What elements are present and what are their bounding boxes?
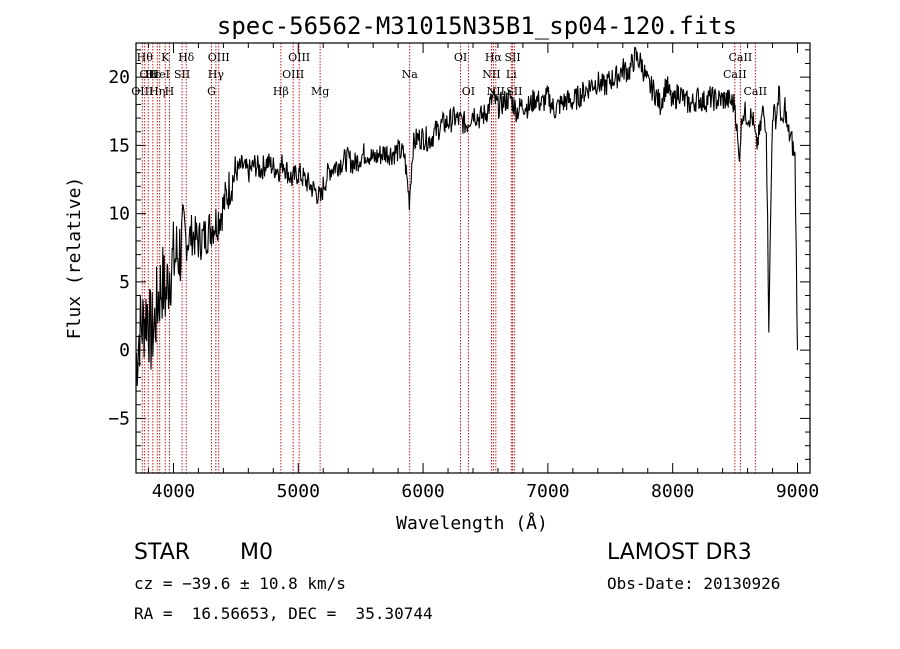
spectral-line-label: H bbox=[165, 85, 175, 98]
y-tick-label: 5 bbox=[119, 272, 130, 293]
x-tick-label: 9000 bbox=[776, 481, 819, 502]
spectral-line-label: K bbox=[161, 51, 170, 64]
spectral-line-label: OI bbox=[454, 51, 467, 64]
spectral-line-label: Hθ bbox=[137, 51, 154, 64]
x-tick-label: 5000 bbox=[277, 481, 320, 502]
spectral-line-label: CaII bbox=[723, 68, 747, 81]
y-tick-label: 0 bbox=[119, 340, 130, 361]
axes: 4000 5000 6000 7000 8000 9000 −5 0 5 10 15 20 bbox=[108, 43, 819, 502]
spectral-line-label: Hη bbox=[149, 85, 165, 98]
spectral-line-label: SII bbox=[504, 51, 520, 64]
spectral-line-label: OIII bbox=[288, 51, 310, 64]
flux-series-line bbox=[135, 46, 799, 387]
chart-title: spec-56562-M31015N35B1_sp04-120.fits bbox=[217, 12, 737, 40]
spectral-line-label: OIII bbox=[208, 51, 230, 64]
redshift-cz: cz = −39.6 ± 10.8 km/s bbox=[134, 574, 346, 593]
y-tick-label: 15 bbox=[108, 135, 130, 156]
object-class: STAR bbox=[134, 540, 191, 565]
y-tick-label: −5 bbox=[108, 408, 130, 429]
spectral-lines bbox=[141, 43, 756, 473]
x-axis-label: Wavelength (Å) bbox=[396, 512, 548, 534]
plot-frame bbox=[135, 42, 811, 474]
x-tick-label: 6000 bbox=[401, 481, 444, 502]
object-subclass: M0 bbox=[240, 540, 273, 565]
spectral-line-label: OIII bbox=[282, 68, 304, 81]
spectral-line-label: Hε bbox=[145, 68, 161, 81]
survey-name: LAMOST DR3 bbox=[607, 540, 752, 565]
spectral-line-label: CaII bbox=[743, 85, 767, 98]
spectral-line-label: SII bbox=[174, 68, 190, 81]
spectral-line-label: OIII bbox=[131, 85, 153, 98]
spectral-line-label: HeI bbox=[149, 68, 169, 81]
spectral-line-label: G bbox=[207, 85, 216, 98]
spectral-line-label: Hδ bbox=[178, 51, 195, 64]
spectral-line-label: Hγ bbox=[208, 68, 225, 81]
spectral-line-label: Hβ bbox=[273, 85, 289, 98]
spectral-line-label: CaII bbox=[729, 51, 753, 64]
x-tick-label: 7000 bbox=[526, 481, 569, 502]
y-tick-label: 10 bbox=[108, 204, 130, 225]
spectral-line-label: NII bbox=[482, 68, 500, 81]
coordinates: RA = 16.56653, DEC = 35.30744 bbox=[134, 604, 433, 623]
x-tick-label: 4000 bbox=[152, 481, 195, 502]
x-tick-label: 8000 bbox=[651, 481, 694, 502]
spectral-line-label: Hα bbox=[485, 51, 503, 64]
spectral-line-label: OI bbox=[462, 85, 475, 98]
observation-date: Obs-Date: 20130926 bbox=[607, 574, 781, 593]
spectral-line-label: Na bbox=[402, 68, 419, 81]
spectral-line-label: Li bbox=[506, 68, 517, 81]
spectral-line-label: Mg bbox=[311, 85, 329, 98]
spectral-line-label: OII bbox=[139, 68, 157, 81]
y-tick-label: 20 bbox=[108, 67, 130, 88]
y-axis-label: Flux (relative) bbox=[64, 177, 85, 340]
